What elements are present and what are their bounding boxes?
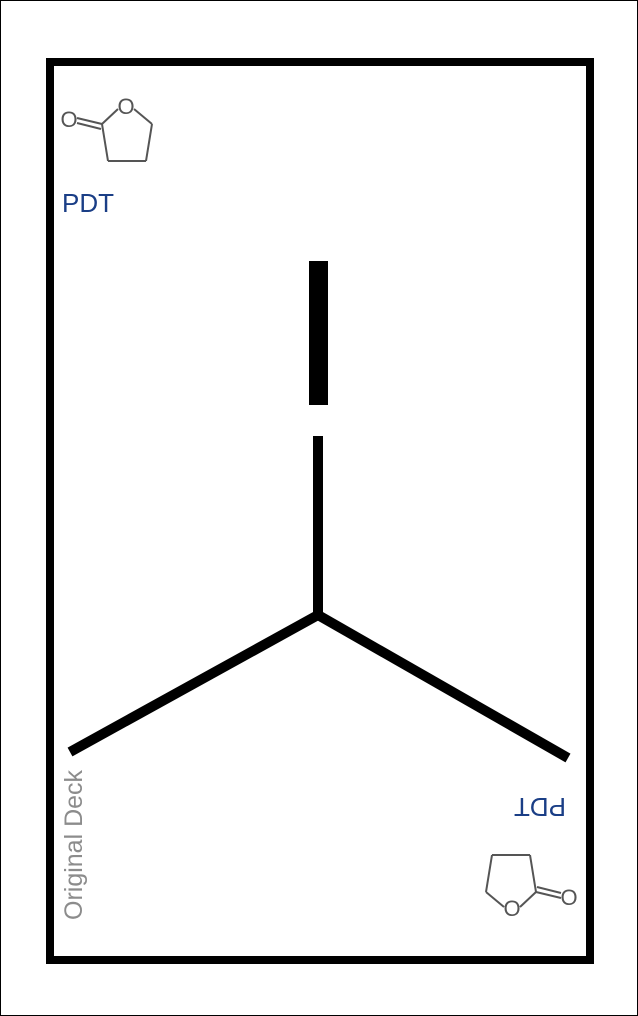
svg-text:O: O <box>560 885 577 910</box>
compound-code-top: PDT <box>62 188 114 218</box>
svg-text:O: O <box>503 896 520 921</box>
svg-text:O: O <box>117 94 134 119</box>
svg-text:O: O <box>60 107 77 132</box>
lactone-ring-icon <box>485 854 562 908</box>
deck-name: Original Deck <box>60 769 88 920</box>
molecular-bond-skeleton-icon <box>67 261 571 763</box>
lactone-ring-icon: O O <box>60 94 153 162</box>
compound-code-bottom: PDT <box>514 792 566 822</box>
card-frame[interactable] <box>46 58 594 964</box>
